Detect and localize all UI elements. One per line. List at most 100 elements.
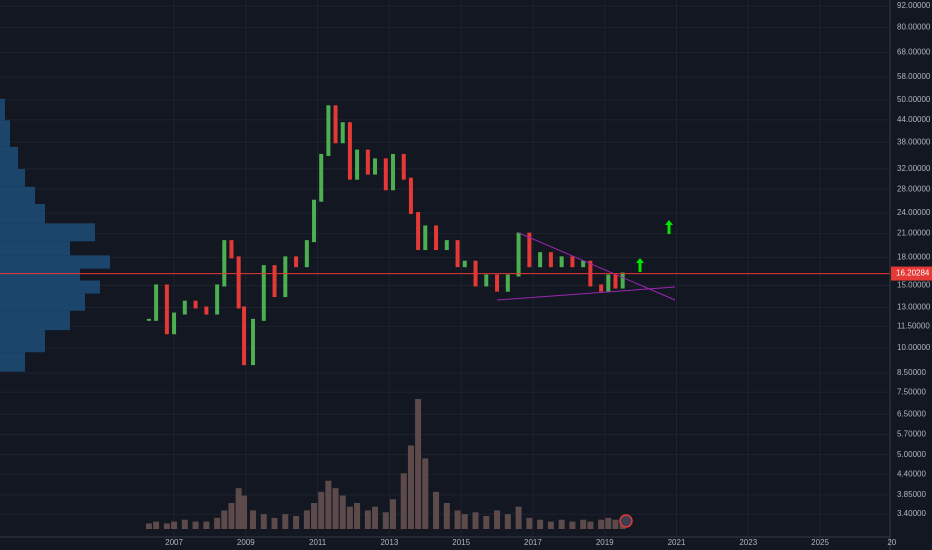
volume-bar	[494, 510, 501, 529]
volume-bar	[171, 521, 178, 529]
profile-bar	[0, 203, 45, 224]
x-tick-label: 2025	[811, 538, 829, 547]
y-tick-label: 10.00000	[897, 343, 931, 352]
candle	[215, 284, 220, 315]
x-tick-label: 2007	[165, 538, 183, 547]
candle	[312, 199, 317, 243]
candle	[294, 256, 299, 268]
y-tick-label: 24.00000	[897, 208, 931, 217]
volume-profile	[0, 98, 110, 372]
volume-bar	[318, 491, 325, 529]
volume-bar	[382, 512, 389, 529]
candle	[272, 265, 277, 298]
volume-bar	[203, 521, 210, 529]
candle	[620, 272, 625, 289]
volume-bar	[241, 495, 248, 529]
candle	[383, 158, 388, 191]
candle	[495, 274, 500, 292]
candle	[229, 240, 234, 259]
candle	[154, 284, 159, 321]
candle	[548, 252, 553, 268]
volume-bar	[612, 519, 619, 529]
price-tag	[891, 266, 932, 281]
y-tick-label: 5.00000	[897, 450, 926, 459]
volume-bar	[221, 510, 228, 529]
volume-bar	[332, 488, 339, 529]
volume-bar	[293, 516, 300, 529]
volume-bar	[400, 473, 407, 529]
volume-bar	[461, 514, 468, 529]
candle	[484, 274, 489, 287]
volume-bar	[415, 399, 422, 529]
arrow-up	[636, 258, 644, 272]
profile-bar	[0, 352, 25, 372]
y-tick-label: 3.40000	[897, 509, 926, 518]
y-tick-label: 21.00000	[897, 229, 931, 238]
candle	[416, 212, 421, 251]
y-tick-label: 38.00000	[897, 137, 931, 146]
x-tick-label: 2013	[380, 538, 398, 547]
volume-bar	[214, 517, 221, 529]
candle	[444, 240, 449, 251]
y-tick-label: 80.00000	[897, 23, 931, 32]
grid	[0, 0, 893, 537]
arrow-up	[665, 220, 673, 234]
candle	[606, 274, 611, 292]
volume-bar	[598, 519, 605, 529]
candle	[613, 274, 618, 289]
profile-bar	[0, 98, 5, 121]
candle	[146, 318, 151, 321]
candle	[408, 177, 413, 215]
volume-bar	[364, 510, 371, 529]
volume-bar	[282, 514, 289, 529]
candle	[204, 306, 209, 315]
candle	[182, 300, 187, 315]
x-tick-label: 2021	[668, 538, 686, 547]
profile-bar	[0, 169, 25, 187]
candles	[146, 105, 625, 366]
profile-bar	[0, 186, 35, 204]
volume-bar	[537, 519, 544, 529]
candle	[283, 256, 288, 298]
candle	[462, 260, 467, 268]
volume-bar	[483, 516, 490, 529]
x-tick-label: 2023	[739, 538, 757, 547]
volume	[145, 399, 626, 529]
candle	[333, 105, 338, 144]
volume-bar	[558, 519, 565, 529]
y-tick-label: 58.00000	[897, 72, 931, 81]
y-tick-label: 6.50000	[897, 409, 926, 418]
candle	[527, 232, 532, 268]
volume-bar	[192, 521, 199, 529]
volume-bar	[587, 521, 594, 529]
volume-bar	[354, 503, 361, 529]
volume-bar	[181, 519, 188, 529]
trend-line	[496, 286, 676, 301]
y-tick-label: 15.00000	[897, 281, 931, 290]
candle	[319, 153, 324, 202]
volume-bar	[311, 503, 318, 529]
candle	[423, 225, 428, 251]
event-icon[interactable]	[619, 514, 633, 528]
candle	[505, 274, 510, 292]
volume-bar	[389, 499, 396, 529]
y-tick-label: 13.00000	[897, 303, 931, 312]
volume-bar	[303, 510, 310, 529]
candle	[373, 158, 378, 175]
candle	[193, 300, 198, 309]
candle	[559, 256, 564, 268]
volume-bar	[547, 521, 554, 529]
y-tick-label: 68.00000	[897, 48, 931, 57]
volume-bar	[145, 523, 152, 529]
candle	[570, 256, 575, 268]
price-tag-label: 16.20284	[896, 269, 930, 278]
candle	[236, 256, 241, 309]
x-tick-label: 2017	[524, 538, 542, 547]
x-tick-label: 2009	[237, 538, 255, 547]
volume-bar	[443, 503, 450, 529]
y-tick-label: 44.00000	[897, 115, 931, 124]
y-tick-label: 28.00000	[897, 184, 931, 193]
candle	[340, 122, 345, 144]
profile-bar	[0, 146, 18, 170]
